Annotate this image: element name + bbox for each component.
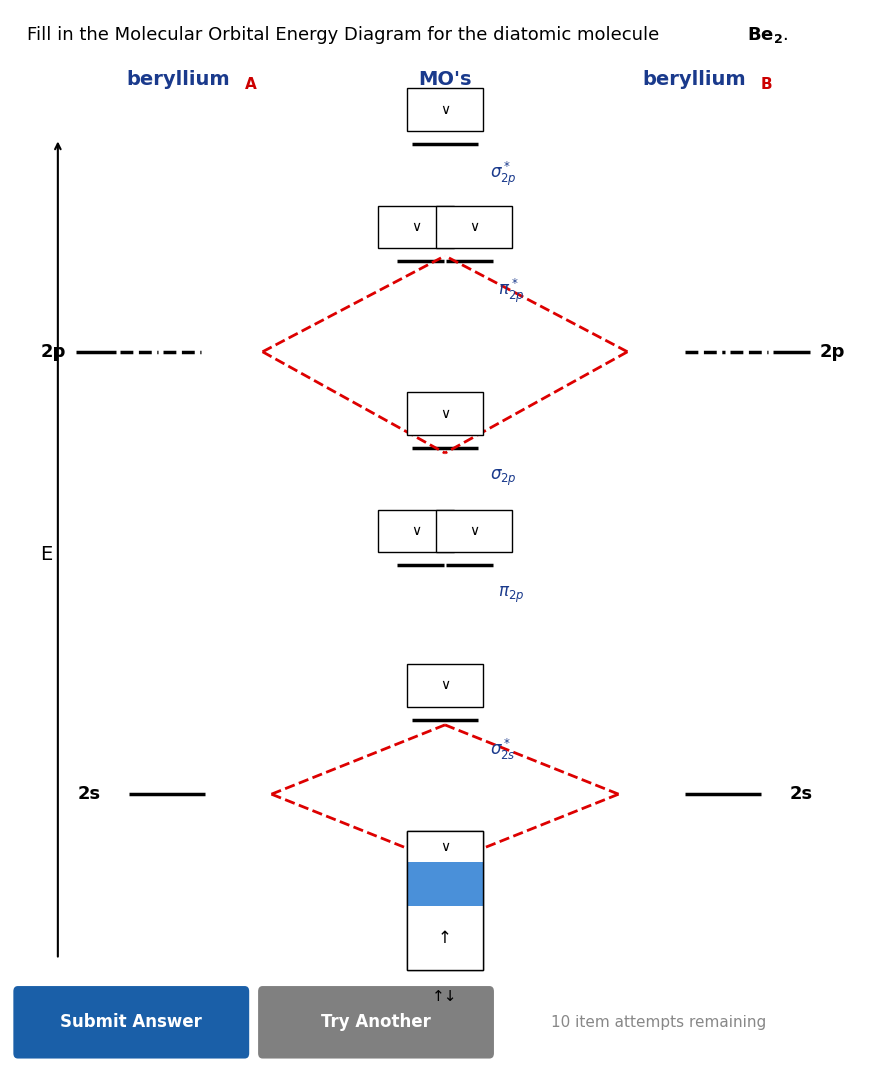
Text: ∨: ∨ [440, 102, 450, 117]
Text: beryllium: beryllium [126, 70, 230, 90]
Text: ∨: ∨ [469, 523, 479, 538]
Text: $\pi^*_{2p}$: $\pi^*_{2p}$ [498, 277, 525, 305]
Text: Submit Answer: Submit Answer [61, 1014, 202, 1031]
FancyBboxPatch shape [408, 664, 482, 707]
Text: $\pi_{2p}$: $\pi_{2p}$ [498, 585, 525, 604]
Text: $\sigma^*_{2p}$: $\sigma^*_{2p}$ [490, 160, 516, 188]
Text: 10 item attempts remaining: 10 item attempts remaining [551, 1015, 766, 1030]
Text: ∨: ∨ [411, 220, 421, 235]
Text: ↑: ↑ [438, 930, 452, 948]
Text: Try Another: Try Another [321, 1014, 431, 1031]
Text: beryllium: beryllium [643, 70, 746, 90]
Text: B: B [761, 77, 773, 92]
Text: 2p: 2p [41, 343, 66, 360]
FancyBboxPatch shape [436, 510, 512, 552]
FancyBboxPatch shape [378, 510, 454, 552]
Text: E: E [40, 545, 53, 564]
Text: ∨: ∨ [469, 220, 479, 235]
FancyBboxPatch shape [378, 206, 454, 248]
Text: $\sigma_{2p}$: $\sigma_{2p}$ [490, 468, 516, 487]
FancyBboxPatch shape [408, 392, 482, 435]
FancyBboxPatch shape [13, 986, 249, 1059]
Text: ∨: ∨ [411, 523, 421, 538]
Text: ∨: ∨ [440, 678, 450, 693]
Text: 2s: 2s [77, 786, 101, 803]
Text: ∨: ∨ [440, 840, 450, 854]
FancyBboxPatch shape [408, 862, 482, 906]
FancyBboxPatch shape [408, 88, 482, 131]
Text: 2s: 2s [789, 786, 813, 803]
Text: $\mathbf{Be_2}$.: $\mathbf{Be_2}$. [747, 26, 788, 45]
Text: A: A [245, 77, 256, 92]
Text: ↑↓: ↑↓ [433, 989, 457, 1004]
Text: MO's: MO's [418, 70, 472, 90]
Text: ∨: ∨ [440, 406, 450, 421]
FancyBboxPatch shape [408, 906, 482, 970]
Text: Fill in the Molecular Orbital Energy Diagram for the diatomic molecule: Fill in the Molecular Orbital Energy Dia… [27, 27, 665, 44]
Text: 2p: 2p [820, 343, 845, 360]
FancyBboxPatch shape [436, 206, 512, 248]
FancyBboxPatch shape [408, 831, 482, 862]
FancyBboxPatch shape [408, 831, 482, 970]
FancyBboxPatch shape [258, 986, 494, 1059]
Text: $\sigma^*_{2s}$: $\sigma^*_{2s}$ [490, 737, 515, 762]
